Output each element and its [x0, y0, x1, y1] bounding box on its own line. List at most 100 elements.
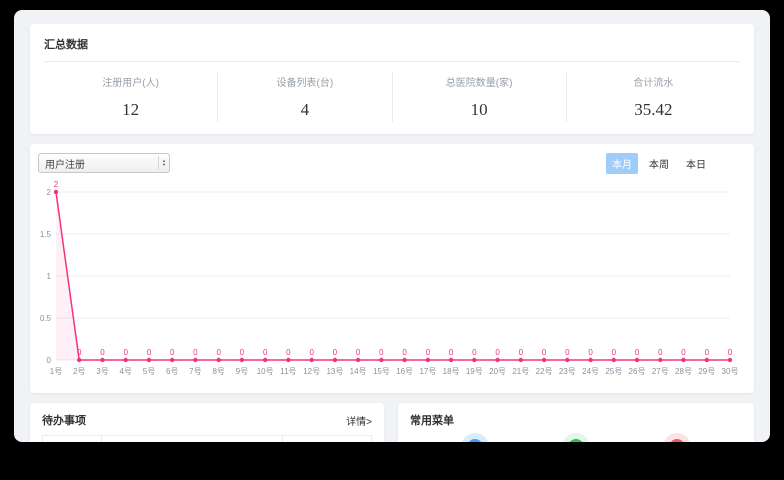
summary-stats-row: 注册用户(人) 12 设备列表(台) 4 总医院数量(家) 10 合计流水 35.42 — [44, 72, 740, 122]
svg-text:1.5: 1.5 — [40, 230, 52, 239]
select-stepper-icon: ▲ ▼ — [158, 156, 166, 170]
stat-value: 4 — [300, 100, 310, 119]
svg-text:6号: 6号 — [166, 367, 178, 376]
svg-text:0: 0 — [309, 348, 314, 357]
menu-coupon[interactable]: 优惠券 — [634, 433, 720, 442]
svg-text:0: 0 — [216, 348, 221, 357]
svg-text:0: 0 — [542, 348, 547, 357]
svg-text:0: 0 — [263, 348, 268, 357]
svg-text:0: 0 — [333, 348, 338, 357]
todo-card: 待办事项 详情> 上报类型上报描述上报时间 锁损坏可口可乐了2018-10-25… — [30, 403, 384, 442]
svg-text:0: 0 — [658, 348, 663, 357]
svg-text:0: 0 — [495, 348, 500, 357]
todo-title: 待办事项 — [42, 415, 86, 427]
svg-text:0: 0 — [612, 348, 617, 357]
stat-value: 12 — [122, 100, 140, 119]
svg-text:2: 2 — [54, 180, 59, 189]
svg-text:27号: 27号 — [652, 367, 669, 376]
svg-text:2号: 2号 — [73, 367, 85, 376]
stat-hospital-count: 总医院数量(家) 10 — [393, 72, 567, 122]
stat-label: 合计流水 — [633, 78, 674, 89]
stat-value: 35.42 — [634, 100, 673, 119]
svg-text:0: 0 — [77, 348, 82, 357]
stat-label: 总医院数量(家) — [445, 78, 513, 89]
svg-text:1: 1 — [47, 272, 52, 281]
svg-text:9号: 9号 — [236, 367, 248, 376]
svg-text:0: 0 — [449, 348, 454, 357]
svg-text:20号: 20号 — [489, 367, 506, 376]
svg-text:0: 0 — [123, 348, 128, 357]
line-chart-svg: 0 0.5 1 1.5 22 0 0 0 0 0 0 0 0 0 0 0 0 0 0 0 0 0 0 0 0 0 0 0 0 0 0 0 0 0 1… — [40, 180, 739, 376]
svg-text:0: 0 — [426, 348, 431, 357]
svg-text:7号: 7号 — [189, 367, 201, 376]
svg-text:28号: 28号 — [675, 367, 692, 376]
svg-text:11号: 11号 — [280, 367, 296, 376]
svg-text:5号: 5号 — [143, 367, 155, 376]
svg-text:29号: 29号 — [698, 367, 715, 376]
cross-icon-badge — [663, 433, 692, 442]
svg-text:0: 0 — [100, 348, 105, 357]
metric-select-value: 用户注册 — [45, 159, 85, 171]
stat-value: 10 — [470, 100, 488, 119]
svg-text:0: 0 — [170, 348, 175, 357]
svg-text:0: 0 — [705, 348, 710, 357]
svg-text:22号: 22号 — [536, 367, 553, 376]
todo-table: 上报类型上报描述上报时间 锁损坏可口可乐了2018-10-25 14:59无法开… — [41, 435, 372, 442]
svg-text:19号: 19号 — [466, 367, 483, 376]
todo-details-link[interactable]: 详情> — [346, 416, 372, 428]
common-menu-row: 用户列表 押金退款 优惠券 — [410, 433, 742, 442]
menu-user-list[interactable]: 用户列表 — [432, 433, 518, 442]
svg-text:0: 0 — [519, 348, 524, 357]
lock-icon — [567, 439, 584, 442]
svg-text:3号: 3号 — [96, 367, 108, 376]
svg-text:24号: 24号 — [582, 367, 599, 376]
stat-device-list: 设备列表(台) 4 — [218, 72, 393, 122]
svg-text:0: 0 — [286, 348, 291, 357]
todo-table-header-row: 上报类型上报描述上报时间 — [41, 435, 372, 442]
cross-icon — [669, 439, 686, 442]
lock-icon-badge — [561, 433, 590, 442]
column-header: 上报时间 — [282, 435, 372, 442]
stat-label: 设备列表(台) — [276, 78, 334, 89]
svg-text:0: 0 — [147, 348, 152, 357]
svg-text:18号: 18号 — [443, 367, 460, 376]
chart-card: 用户注册 ▲ ▼ 本月 本周 本日 0 0.5 1 1.5 2 2 0 0 0 0 0 0 0 0 0 0 0 0 0 0 0… — [30, 144, 754, 393]
tab-this-week[interactable]: 本周 — [649, 159, 669, 171]
range-tabs: 本月 本周 本日 — [606, 152, 712, 174]
svg-text:14号: 14号 — [350, 367, 367, 376]
svg-text:0: 0 — [356, 348, 361, 357]
column-header: 上报描述 — [101, 435, 284, 442]
svg-text:16号: 16号 — [396, 367, 413, 376]
tab-this-month[interactable]: 本月 — [606, 152, 638, 174]
svg-text:0: 0 — [240, 348, 245, 357]
metric-select[interactable]: 用户注册 ▲ ▼ — [38, 153, 170, 173]
svg-text:2: 2 — [47, 188, 52, 197]
svg-text:0: 0 — [193, 348, 198, 357]
svg-text:0: 0 — [379, 348, 384, 357]
svg-text:0.5: 0.5 — [40, 314, 52, 323]
stat-label: 注册用户(人) — [102, 78, 159, 89]
svg-text:10号: 10号 — [257, 367, 274, 376]
svg-text:25号: 25号 — [605, 367, 622, 376]
svg-text:1号: 1号 — [50, 367, 62, 376]
dashboard-page: 汇总数据 注册用户(人) 12 设备列表(台) 4 总医院数量(家) 10 合计流水 35.4… — [14, 10, 770, 442]
svg-text:30号: 30号 — [722, 367, 739, 376]
svg-text:4号: 4号 — [119, 367, 131, 376]
svg-text:17号: 17号 — [419, 367, 436, 376]
menu-deposit-refund[interactable]: 押金退款 — [533, 433, 619, 442]
registration-chart: 0 0.5 1 1.5 2 2 0 0 0 0 0 0 0 0 0 0 0 0 0 0 0 0 0 0 0 0 0 0 0 0 0 0 0 0 0 1… — [38, 178, 746, 391]
svg-text:23号: 23号 — [559, 367, 576, 376]
svg-text:0: 0 — [47, 356, 52, 365]
svg-text:0: 0 — [681, 348, 686, 357]
svg-text:0: 0 — [728, 348, 733, 357]
user-icon — [466, 439, 483, 442]
tab-today[interactable]: 本日 — [686, 159, 706, 171]
svg-text:0: 0 — [588, 348, 593, 357]
svg-text:26号: 26号 — [629, 367, 646, 376]
svg-text:0: 0 — [472, 348, 477, 357]
svg-text:8号: 8号 — [212, 367, 224, 376]
svg-text:0: 0 — [565, 348, 570, 357]
summary-card: 汇总数据 注册用户(人) 12 设备列表(台) 4 总医院数量(家) 10 合计流水 35.4… — [30, 24, 754, 134]
stat-total-flow: 合计流水 35.42 — [567, 72, 740, 122]
summary-title: 汇总数据 — [44, 39, 88, 51]
